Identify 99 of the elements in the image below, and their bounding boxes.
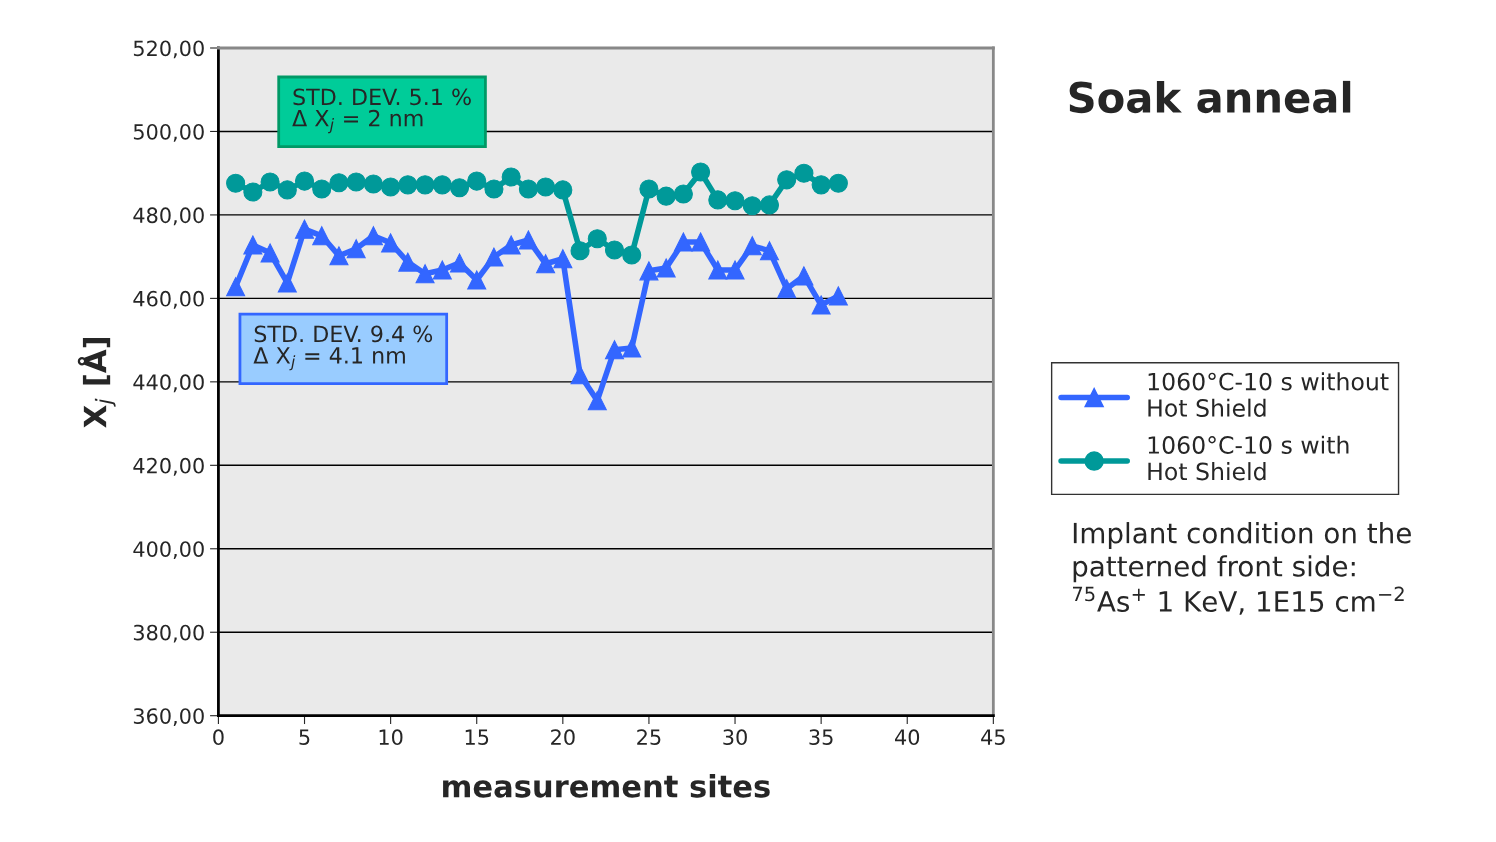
point bbox=[312, 179, 332, 199]
x-tick-label: 15 bbox=[465, 729, 489, 746]
point bbox=[398, 252, 418, 272]
point bbox=[656, 258, 676, 278]
y-tick-label: 520,00 bbox=[133, 40, 204, 59]
y-tick-label: 480,00 bbox=[133, 207, 204, 226]
point bbox=[277, 180, 297, 200]
point bbox=[639, 179, 659, 199]
point bbox=[381, 233, 401, 253]
point bbox=[381, 177, 401, 197]
point bbox=[673, 232, 693, 252]
point bbox=[329, 173, 349, 193]
point bbox=[811, 295, 831, 315]
point bbox=[501, 235, 521, 255]
point bbox=[794, 163, 814, 183]
point bbox=[501, 167, 521, 187]
y-tick-label: 420,00 bbox=[133, 457, 204, 476]
point bbox=[536, 177, 556, 197]
point bbox=[604, 340, 625, 360]
point bbox=[691, 232, 711, 252]
point bbox=[777, 170, 797, 190]
point bbox=[536, 254, 556, 274]
point bbox=[432, 260, 452, 280]
x-axis-title: measurement sites bbox=[443, 774, 770, 798]
point bbox=[449, 253, 470, 273]
x-tick-label: 5 bbox=[299, 729, 310, 746]
x-tick-label: 30 bbox=[723, 729, 747, 746]
y-axis-title: X$_{j}$ [Å] bbox=[77, 338, 116, 428]
point bbox=[243, 235, 263, 255]
point bbox=[708, 260, 728, 280]
point bbox=[725, 191, 745, 211]
point bbox=[449, 178, 470, 198]
point bbox=[742, 196, 762, 216]
point bbox=[260, 243, 280, 263]
point bbox=[639, 261, 659, 281]
point bbox=[467, 270, 487, 290]
point bbox=[312, 226, 332, 246]
point bbox=[553, 180, 573, 200]
point bbox=[294, 219, 315, 239]
point bbox=[759, 241, 780, 261]
point bbox=[622, 245, 642, 265]
point bbox=[467, 171, 487, 191]
x-tick-label: 40 bbox=[895, 729, 920, 746]
point bbox=[329, 246, 349, 266]
x-tick-label: 20 bbox=[551, 729, 575, 746]
point bbox=[794, 266, 814, 286]
x-tick-label: 35 bbox=[809, 729, 833, 746]
y-tick-label: 400,00 bbox=[133, 541, 204, 560]
legend-label: 1060°C-10 s without Hot Shield bbox=[1148, 372, 1389, 417]
point bbox=[777, 279, 797, 299]
x-tick-label: 45 bbox=[981, 729, 1005, 746]
x-tick-label: 25 bbox=[637, 729, 661, 746]
y-tick-label: 500,00 bbox=[133, 123, 204, 142]
text: Soak anneal bbox=[1069, 80, 1351, 114]
point bbox=[570, 241, 590, 261]
y-tick-label: 360,00 bbox=[133, 708, 204, 727]
point bbox=[604, 240, 625, 260]
point bbox=[294, 171, 315, 191]
y-tick-label: 440,00 bbox=[133, 374, 204, 393]
point bbox=[484, 247, 504, 267]
point bbox=[432, 175, 452, 195]
point bbox=[587, 229, 607, 249]
point bbox=[518, 179, 538, 199]
point bbox=[518, 230, 538, 250]
point bbox=[691, 162, 711, 182]
point bbox=[398, 175, 418, 195]
point bbox=[673, 184, 693, 204]
point bbox=[226, 173, 246, 193]
point bbox=[742, 236, 762, 256]
point bbox=[415, 175, 435, 195]
text: Implant condition on the patterned front side: $^{75}$As$^{+}$ 1 KeV, 1E15 cm$^{−2}$ bbox=[1073, 522, 1411, 615]
point bbox=[260, 172, 280, 192]
point bbox=[484, 179, 504, 199]
point bbox=[553, 249, 573, 269]
point bbox=[587, 391, 607, 411]
annotation: STD. DEV. 9.4 % Δ X$_{j}$ = 4.1 nm bbox=[253, 325, 433, 371]
y-tick-label: 380,00 bbox=[133, 624, 204, 643]
point bbox=[346, 239, 366, 259]
x-tick-label: 0 bbox=[213, 729, 224, 746]
point bbox=[570, 365, 590, 385]
point bbox=[346, 172, 366, 192]
legend-label: 1060°C-10 s with Hot Shield bbox=[1148, 435, 1349, 481]
y-tick-label: 460,00 bbox=[133, 290, 204, 309]
point bbox=[226, 277, 246, 297]
point bbox=[243, 182, 263, 202]
point bbox=[759, 195, 780, 215]
point bbox=[811, 175, 831, 195]
point bbox=[363, 226, 383, 246]
annotation: STD. DEV. 5.1 % Δ X$_{j}$ = 2 nm bbox=[292, 88, 471, 134]
point bbox=[363, 174, 383, 194]
point bbox=[828, 286, 848, 306]
point bbox=[725, 260, 745, 280]
point bbox=[277, 273, 297, 293]
x-tick-label: 10 bbox=[379, 729, 403, 746]
point bbox=[622, 338, 642, 358]
point bbox=[415, 264, 435, 284]
point bbox=[708, 190, 728, 210]
point bbox=[656, 186, 676, 206]
point bbox=[828, 173, 848, 193]
